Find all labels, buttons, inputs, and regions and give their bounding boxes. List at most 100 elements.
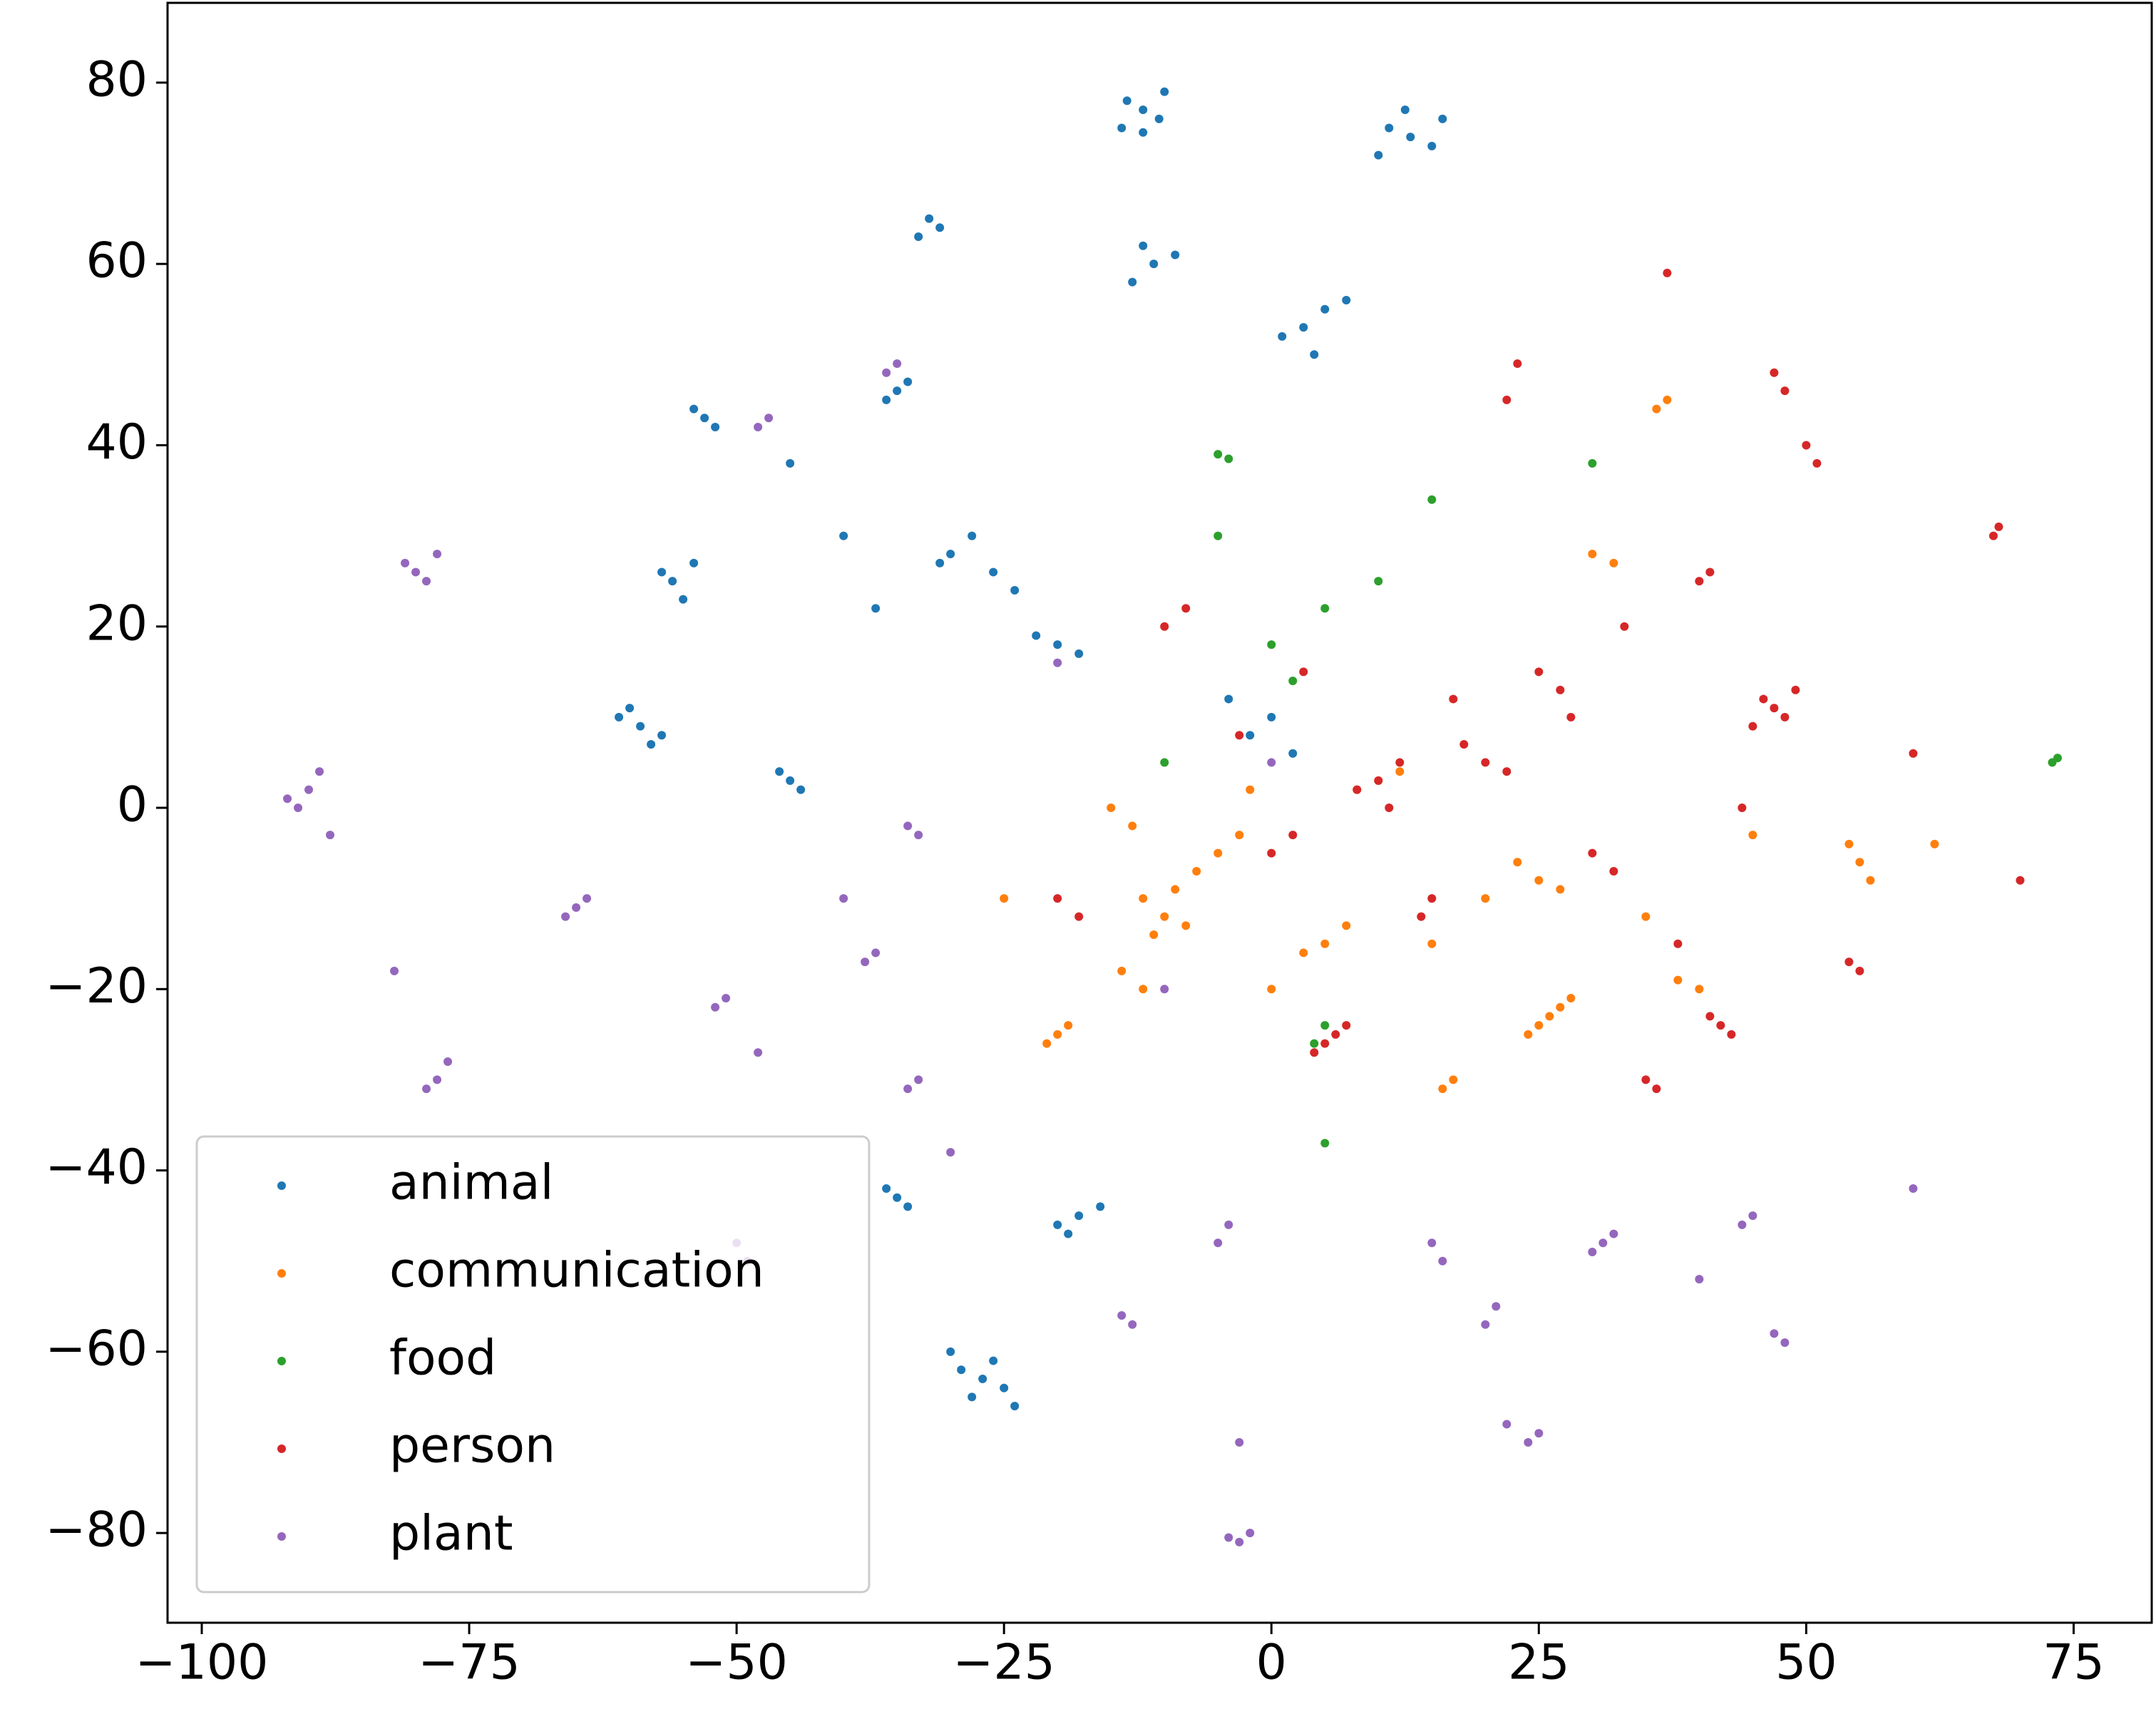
point	[1032, 631, 1041, 640]
point	[1128, 821, 1137, 831]
point	[914, 232, 923, 242]
point	[1352, 785, 1362, 794]
point	[1267, 758, 1276, 767]
point	[1160, 87, 1169, 96]
point	[411, 568, 421, 577]
point	[1320, 939, 1330, 948]
point	[1695, 985, 1704, 994]
legend-marker	[277, 1181, 286, 1190]
point	[1588, 458, 1597, 468]
point	[2016, 876, 2025, 885]
x-tick-label: −100	[135, 1635, 269, 1691]
point	[946, 550, 955, 559]
series	[1053, 268, 2025, 1094]
point	[1139, 894, 1148, 903]
point	[946, 1148, 955, 1157]
point	[1641, 912, 1651, 921]
point	[1246, 785, 1255, 794]
point	[326, 831, 335, 840]
point	[1374, 577, 1383, 586]
point	[914, 1075, 923, 1084]
point	[1310, 350, 1319, 359]
point	[1588, 1247, 1597, 1256]
point	[903, 821, 913, 831]
point	[1096, 1202, 1105, 1211]
point	[1641, 1075, 1651, 1084]
point	[1770, 368, 1779, 377]
point	[2053, 754, 2062, 763]
point	[657, 568, 667, 577]
point	[1128, 1320, 1137, 1329]
point	[1449, 694, 1458, 704]
point	[1053, 1220, 1062, 1229]
point	[775, 767, 784, 776]
point	[1235, 1537, 1244, 1546]
point	[1074, 1211, 1084, 1221]
point	[1395, 758, 1405, 767]
point	[903, 1084, 913, 1094]
point	[1213, 848, 1223, 858]
point	[1053, 640, 1062, 650]
point	[625, 704, 635, 713]
point	[1117, 1310, 1126, 1320]
point	[1855, 966, 1864, 975]
point	[1609, 1229, 1618, 1238]
y-tick-label: −60	[45, 1320, 148, 1377]
legend-marker	[277, 1269, 286, 1278]
series	[1000, 395, 1939, 1094]
point	[1780, 386, 1790, 396]
point	[1748, 1211, 1757, 1221]
legend-marker	[277, 1357, 286, 1365]
point	[1320, 1139, 1330, 1148]
point	[1213, 1238, 1223, 1248]
point	[1673, 939, 1683, 948]
point	[861, 958, 870, 967]
point	[679, 595, 688, 604]
point	[294, 804, 303, 813]
point	[1128, 277, 1137, 287]
point	[422, 1084, 431, 1094]
point	[1149, 930, 1159, 940]
point	[1224, 694, 1233, 704]
point	[1481, 758, 1490, 767]
point	[1427, 141, 1437, 150]
point	[978, 1374, 987, 1383]
point	[1620, 622, 1629, 631]
point	[689, 558, 699, 568]
y-tick-label: 80	[86, 51, 148, 108]
point	[1074, 649, 1084, 658]
point	[711, 423, 720, 432]
point	[882, 368, 891, 377]
point	[754, 1048, 763, 1057]
point	[1727, 1030, 1736, 1039]
point	[1299, 667, 1308, 677]
point	[1288, 831, 1298, 840]
point	[1320, 1021, 1330, 1030]
point	[1299, 323, 1308, 332]
point	[1310, 1048, 1319, 1057]
point	[1320, 304, 1330, 314]
x-tick-label: 75	[2043, 1635, 2105, 1691]
point	[1139, 106, 1148, 115]
point	[1074, 912, 1084, 921]
legend: animal communication food person plant	[195, 1135, 871, 1594]
legend-label: plant	[389, 1506, 513, 1562]
point	[1122, 96, 1131, 106]
point	[1588, 848, 1597, 858]
point	[1160, 758, 1169, 767]
point	[1235, 731, 1244, 740]
point	[1342, 296, 1351, 305]
point	[1064, 1021, 1073, 1030]
point	[796, 785, 806, 794]
point	[1737, 804, 1747, 813]
point	[1267, 848, 1276, 858]
point	[647, 740, 656, 749]
point	[1652, 1084, 1661, 1094]
point	[700, 414, 709, 423]
legend-box	[195, 1135, 871, 1594]
point	[1064, 1229, 1073, 1238]
point	[1427, 894, 1437, 903]
point	[1139, 985, 1148, 994]
point	[1310, 1039, 1319, 1048]
